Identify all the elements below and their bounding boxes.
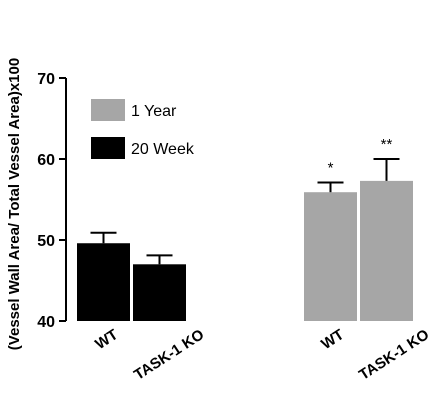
y-tick-label: 40 (37, 314, 55, 331)
y-tick-label: 60 (37, 152, 55, 169)
legend-swatch-20-week (91, 137, 125, 159)
legend-label-20-week: 20 Week (131, 141, 195, 158)
y-tick-label: 50 (37, 233, 55, 250)
bar-20-week-wt (77, 243, 130, 321)
y-axis-label: (Vessel Wall Area/ Total Vessel Area)x10… (6, 58, 23, 350)
legend-label-1-year: 1 Year (131, 103, 177, 120)
bar-1-year-task-1-ko (360, 180, 413, 321)
bar-1-year-wt (304, 192, 357, 321)
category-label-task-1-ko: TASK-1 KO (356, 326, 432, 384)
significance-marker: ** (381, 136, 393, 153)
y-axis: 40 50 60 70 (37, 71, 67, 331)
category-labels: WT TASK-1 KO WT TASK-1 KO (92, 326, 432, 384)
significance-marker: * (328, 159, 334, 176)
bar-20-week-task-1-ko (133, 264, 186, 321)
category-label-wt: WT (92, 326, 121, 353)
legend: 1 Year 20 Week (91, 99, 195, 159)
bars-layer: *** (77, 136, 413, 321)
category-label-task-1-ko: TASK-1 KO (131, 326, 207, 384)
legend-swatch-1-year (91, 99, 125, 121)
y-tick-label: 70 (37, 71, 55, 88)
category-label-wt: WT (318, 326, 347, 353)
